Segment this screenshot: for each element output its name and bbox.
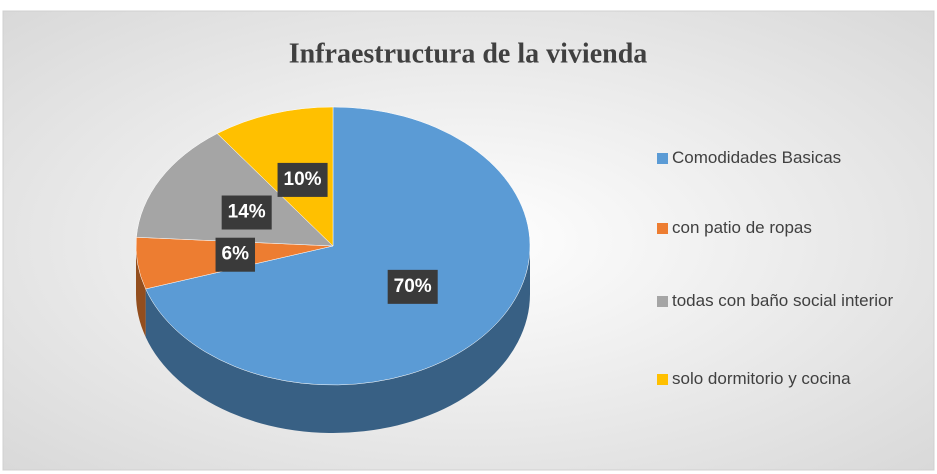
pie-slice: [136, 133, 334, 247]
legend-item: todas con baño social interior: [657, 288, 927, 314]
legend-label: todas con baño social interior: [672, 291, 894, 310]
data-label-box: [215, 237, 256, 272]
legend-swatch: [657, 153, 668, 164]
legend-label: Comodidades Basicas: [672, 148, 842, 167]
pie-slice: [145, 106, 531, 386]
data-label-box: [277, 162, 328, 197]
data-label: 14%: [228, 202, 266, 223]
chart-title: Infraestructura de la vivienda: [289, 38, 648, 69]
legend-item: solo dormitorio y cocina: [657, 366, 927, 392]
legend-label: solo dormitorio y cocina: [672, 369, 851, 388]
pie-side: [145, 246, 531, 433]
data-label: 6%: [222, 244, 250, 265]
data-label: 10%: [284, 169, 322, 190]
legend-swatch: [657, 374, 668, 385]
legend-label: con patio de ropas: [672, 218, 812, 237]
data-label-box: [221, 195, 272, 230]
legend-item: Comodidades Basicas: [657, 145, 927, 171]
data-label: 70%: [394, 276, 432, 297]
data-label-box: [387, 269, 438, 304]
legend-item: con patio de ropas: [657, 215, 927, 241]
pie-slice: [216, 106, 334, 247]
legend-swatch: [657, 223, 668, 234]
legend-swatch: [657, 296, 668, 307]
